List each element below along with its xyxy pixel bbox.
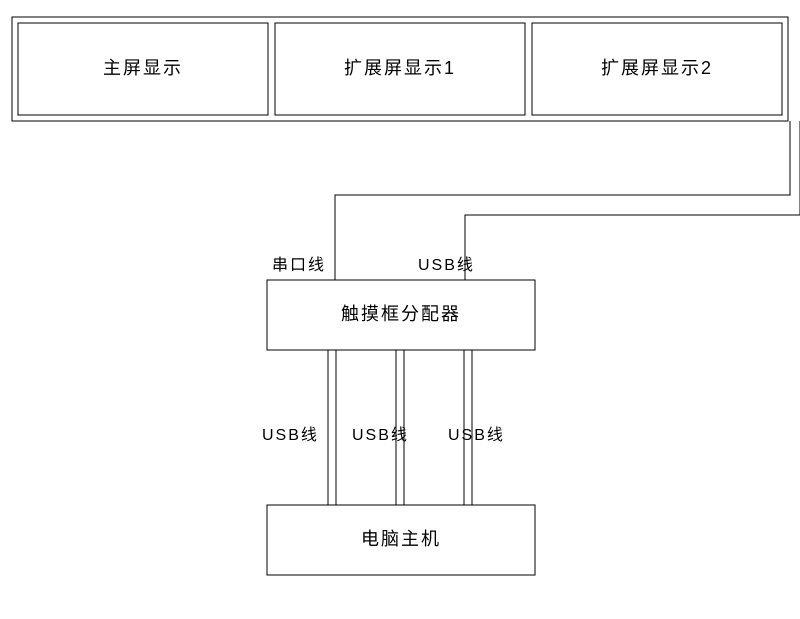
edge-label-usb_top: USB线 <box>418 256 475 274</box>
edge-label-usb_bottom_left: USB线 <box>262 426 319 444</box>
edge-usb_top <box>465 121 800 280</box>
node-label-screen_ext2: 扩展屏显示2 <box>601 58 713 78</box>
node-label-splitter: 触摸框分配器 <box>341 304 461 324</box>
diagram-canvas: 主屏显示 扩展屏显示1 扩展屏显示2 触摸框分配器电脑主机 串口线 USB线 USB线 USB… <box>0 0 800 619</box>
edge-label-usb_bottom_right: USB线 <box>448 426 505 444</box>
node-label-screen_main: 主屏显示 <box>103 58 183 78</box>
edge-label-usb_bottom_mid: USB线 <box>352 426 409 444</box>
edge-label-serial_line: 串口线 <box>272 256 326 274</box>
edge-serial_line <box>335 121 790 280</box>
node-label-pc: 电脑主机 <box>361 529 441 549</box>
node-label-screen_ext1: 扩展屏显示1 <box>344 58 456 78</box>
